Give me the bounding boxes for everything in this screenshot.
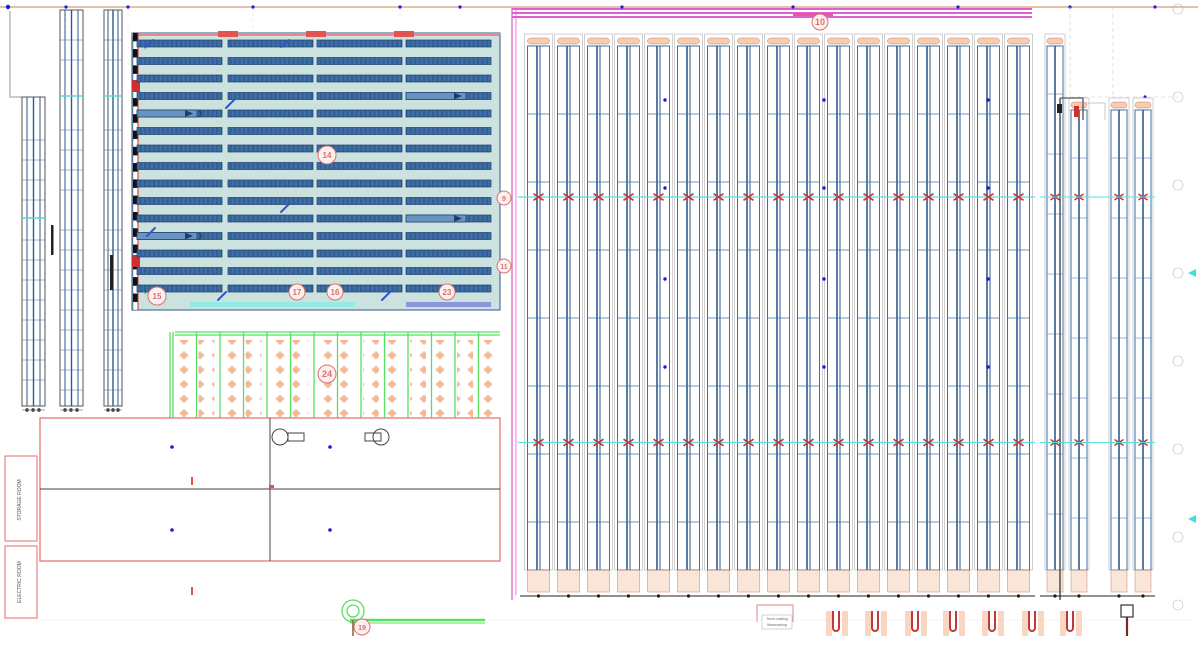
svg-text:23: 23	[443, 288, 452, 297]
svg-text:9: 9	[502, 196, 506, 203]
svg-text:15: 15	[153, 292, 162, 301]
svg-text:10: 10	[815, 17, 825, 27]
svg-text:24: 24	[322, 369, 332, 379]
svg-text:Truck Loading: Truck Loading	[766, 617, 787, 621]
svg-text:ELECTRIC ROOM: ELECTRIC ROOM	[17, 561, 23, 603]
svg-text:11: 11	[500, 264, 508, 271]
svg-text:16: 16	[331, 288, 340, 297]
svg-text:17: 17	[293, 288, 302, 297]
svg-text:STORAGE ROOM: STORAGE ROOM	[17, 479, 23, 520]
svg-text:14: 14	[323, 151, 332, 160]
svg-text:Maneuvering: Maneuvering	[767, 623, 787, 627]
svg-text:19: 19	[358, 625, 366, 632]
